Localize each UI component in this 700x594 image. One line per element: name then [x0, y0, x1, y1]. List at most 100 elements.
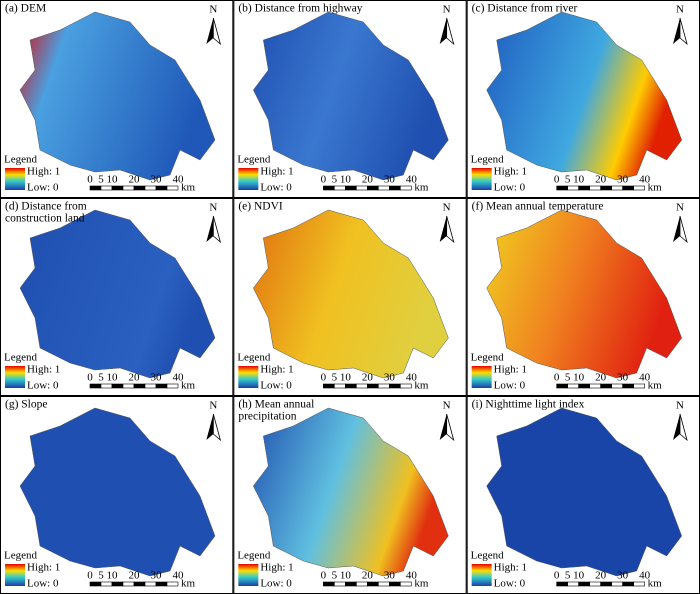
legend-title: Legend	[471, 352, 504, 364]
scale-segment	[389, 185, 401, 191]
scale-segment	[100, 185, 113, 191]
scale-label: 30	[617, 372, 629, 384]
legend-low: Low: 0	[260, 182, 292, 194]
scale-segment	[334, 581, 346, 587]
scale-segment	[345, 383, 357, 389]
scale-segment	[323, 185, 335, 191]
north-label: N	[676, 400, 684, 412]
north-label: N	[676, 4, 684, 16]
scale-segment	[122, 581, 135, 587]
legend-high: High: 1	[27, 562, 60, 574]
scale-label: 10	[573, 174, 585, 186]
legend-title: Legend	[471, 550, 504, 562]
scale-segment	[378, 581, 390, 587]
scale-label: 30	[151, 174, 163, 186]
scale-segment	[356, 383, 368, 389]
legend-high: High: 1	[27, 166, 60, 178]
scale-segment	[155, 185, 168, 191]
north-arrow	[446, 17, 455, 46]
legend-high: High: 1	[494, 364, 527, 376]
scale-label: 5	[98, 174, 104, 186]
legend-low: Low: 0	[260, 380, 292, 392]
scale-segment	[600, 185, 612, 191]
north-arrow	[212, 413, 222, 442]
legend-ramp	[5, 366, 25, 388]
scale-unit: km	[414, 380, 429, 392]
scale-unit: km	[414, 578, 429, 590]
scale-label: 5	[565, 570, 571, 582]
scale-label: 10	[107, 570, 119, 582]
north-arrow	[206, 216, 214, 242]
scale-segment	[389, 581, 401, 587]
study-area	[253, 407, 449, 577]
scale-segment	[611, 185, 623, 191]
scale-segment	[622, 383, 634, 389]
scale-label: 40	[406, 570, 418, 582]
scale-segment	[334, 185, 346, 191]
legend-low: Low: 0	[27, 380, 59, 392]
scale-label: 10	[107, 372, 119, 384]
north-label: N	[443, 202, 451, 214]
panel-title: (f) Mean annual temperature	[472, 201, 604, 213]
scale-label: 0	[87, 372, 93, 384]
panel-title: (c) Distance from river	[472, 3, 578, 15]
scale-segment	[122, 185, 135, 191]
scale-segment	[589, 383, 601, 389]
scale-segment	[133, 383, 146, 389]
scale-label: 40	[173, 570, 185, 582]
north-arrow	[679, 413, 688, 442]
scale-label: 0	[554, 372, 560, 384]
scale-segment	[567, 383, 579, 389]
panel-border	[233, 0, 467, 198]
scale-segment	[556, 383, 568, 389]
north-arrow	[446, 413, 455, 442]
legend-high: High: 1	[260, 562, 293, 574]
scale-segment	[111, 185, 124, 191]
scale-segment	[633, 383, 645, 389]
scale-unit: km	[648, 578, 663, 590]
legend-ramp	[238, 168, 259, 190]
scale-segment	[144, 581, 157, 587]
legend-low: Low: 0	[494, 182, 526, 194]
legend-title: Legend	[4, 550, 37, 562]
panel-border	[0, 0, 234, 198]
scale-unit: km	[648, 182, 663, 194]
scale-segment	[166, 581, 179, 587]
scale-segment	[166, 383, 179, 389]
scale-unit: km	[181, 578, 196, 590]
scale-unit: km	[414, 182, 429, 194]
north-label: N	[676, 202, 684, 214]
legend-low: Low: 0	[494, 380, 526, 392]
north-arrow	[439, 414, 447, 440]
scale-label: 0	[554, 174, 560, 186]
scale-segment	[367, 581, 379, 587]
legend-high: High: 1	[260, 166, 293, 178]
scale-label: 5	[565, 174, 571, 186]
legend-low: Low: 0	[27, 578, 59, 590]
scale-label: 0	[87, 174, 93, 186]
legend-title: Legend	[237, 154, 270, 166]
legend-ramp	[5, 564, 25, 586]
legend-high: High: 1	[494, 166, 527, 178]
scale-segment	[378, 185, 390, 191]
scale-segment	[323, 383, 335, 389]
scale-segment	[155, 581, 168, 587]
scale-label: 20	[362, 570, 374, 582]
scale-segment	[356, 581, 368, 587]
scale-label: 40	[639, 570, 651, 582]
scale-label: 10	[573, 570, 585, 582]
legend-title: Legend	[4, 154, 37, 166]
scale-label: 30	[384, 372, 396, 384]
scale-segment	[611, 383, 623, 389]
north-label: N	[209, 4, 217, 16]
panel-title: precipitation	[238, 411, 296, 423]
scale-segment	[334, 383, 346, 389]
legend-high: High: 1	[494, 562, 527, 574]
panel-border	[233, 198, 467, 396]
legend-title: Legend	[237, 550, 270, 562]
scale-label: 20	[595, 174, 607, 186]
scale-label: 20	[129, 372, 141, 384]
scale-label: 10	[107, 174, 119, 186]
